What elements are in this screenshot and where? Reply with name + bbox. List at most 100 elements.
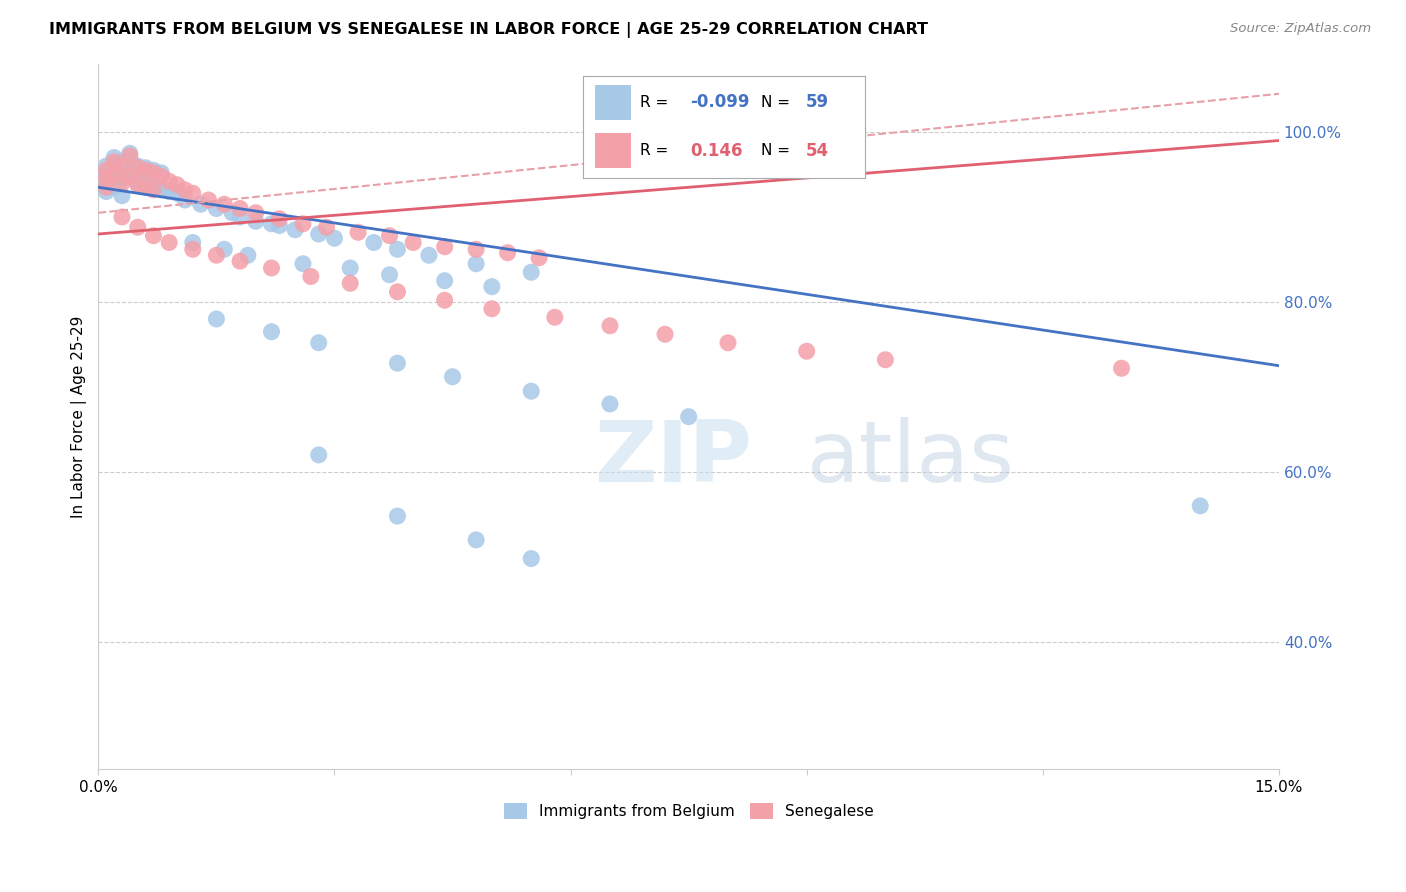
Point (260, 325, 283, 339)
Point (465, 257, 488, 271)
Point (378, 228, 401, 243)
Point (127, 159, 149, 173)
Point (315, 220, 337, 235)
Point (205, 312, 228, 326)
Point (181, 242, 204, 256)
Point (544, 310, 567, 325)
Point (520, 551, 543, 566)
Point (875, 352, 897, 367)
Point (520, 265, 543, 279)
Text: Source: ZipAtlas.com: Source: ZipAtlas.com (1230, 22, 1371, 36)
Point (174, 193, 197, 207)
Point (387, 242, 409, 256)
Point (135, 180, 157, 194)
Point (96, 171, 118, 186)
Point (433, 274, 456, 288)
Point (418, 248, 440, 262)
Point (118, 168, 141, 182)
Point (260, 217, 283, 231)
Point (284, 223, 307, 237)
Point (347, 225, 370, 239)
Point (103, 151, 125, 165)
Point (291, 257, 314, 271)
Point (197, 193, 219, 207)
Point (166, 178, 188, 192)
Point (481, 301, 503, 316)
Bar (595, 85, 631, 120)
Point (181, 186, 204, 201)
Point (229, 202, 252, 216)
Point (103, 168, 125, 182)
Text: N =: N = (761, 144, 790, 158)
Point (465, 533, 488, 547)
Point (299, 269, 322, 284)
Point (111, 176, 134, 190)
Point (174, 183, 197, 197)
Point (245, 206, 267, 220)
Point (717, 335, 740, 350)
Text: R =: R = (640, 144, 668, 158)
Point (1111, 361, 1133, 376)
Point (96, 180, 118, 194)
Text: IMMIGRANTS FROM BELGIUM VS SENEGALESE IN LABOR FORCE | AGE 25-29 CORRELATION CHA: IMMIGRANTS FROM BELGIUM VS SENEGALESE IN… (49, 22, 928, 38)
Point (291, 217, 314, 231)
Point (520, 384, 543, 399)
Point (142, 228, 165, 243)
Point (157, 185, 180, 199)
Text: ZIP: ZIP (595, 417, 752, 500)
Point (599, 397, 621, 411)
Text: atlas: atlas (807, 417, 1015, 500)
Point (260, 260, 283, 275)
Point (150, 183, 173, 197)
Legend: Immigrants from Belgium, Senegalese: Immigrants from Belgium, Senegalese (498, 797, 880, 825)
Point (157, 174, 180, 188)
Point (118, 146, 141, 161)
Point (339, 277, 361, 291)
Point (323, 231, 346, 245)
Point (214, 197, 236, 211)
Point (378, 268, 401, 282)
Point (96, 185, 118, 199)
Point (796, 344, 818, 359)
Point (678, 409, 700, 424)
Point (111, 188, 134, 202)
Point (1189, 499, 1212, 513)
Point (496, 245, 519, 260)
Point (111, 159, 134, 173)
Point (150, 166, 173, 180)
Point (150, 169, 173, 184)
Point (402, 235, 425, 250)
Point (181, 235, 204, 250)
Point (127, 178, 149, 192)
Point (96, 176, 118, 190)
Point (142, 166, 165, 180)
Point (135, 161, 157, 175)
Point (599, 318, 621, 333)
Point (245, 214, 267, 228)
Point (103, 180, 125, 194)
Point (387, 285, 409, 299)
Point (166, 186, 188, 201)
Point (135, 163, 157, 178)
Point (205, 202, 228, 216)
Point (527, 251, 550, 265)
Point (441, 369, 464, 384)
Point (363, 235, 385, 250)
Point (127, 161, 149, 175)
Point (127, 220, 149, 235)
Text: N =: N = (761, 95, 790, 110)
Point (654, 327, 676, 342)
Point (96, 159, 118, 173)
Point (481, 279, 503, 293)
Point (308, 335, 330, 350)
Point (103, 163, 125, 178)
Point (96, 168, 118, 182)
Point (387, 356, 409, 370)
Point (308, 227, 330, 241)
Point (339, 260, 361, 275)
Point (221, 206, 243, 220)
Text: -0.099: -0.099 (690, 94, 749, 112)
Text: 59: 59 (806, 94, 828, 112)
Point (465, 242, 488, 256)
Point (236, 248, 259, 262)
